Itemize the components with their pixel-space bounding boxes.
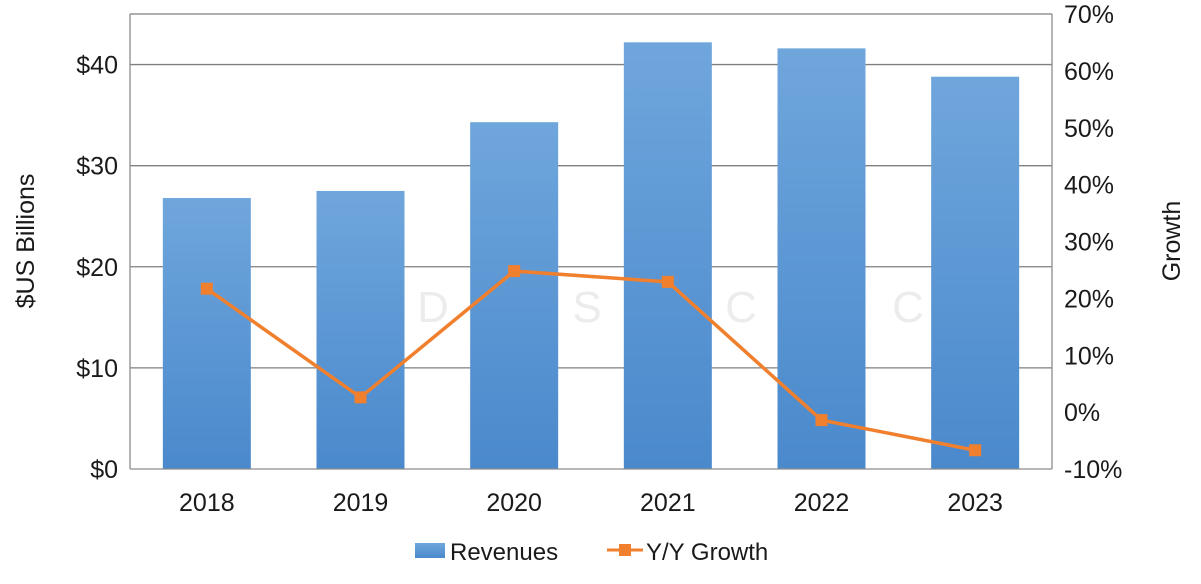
growth-point-2020 [508, 265, 521, 278]
x-tick-label: 2018 [179, 489, 235, 517]
growth-point-2019 [354, 391, 367, 404]
legend-growth-swatch-marker [619, 544, 631, 556]
bar-2019 [316, 190, 405, 469]
growth-point-2018 [200, 282, 213, 295]
axes: $0 $10 $20 $30 $40 -10% 0% 10% 20% 30% 40% 50% 60% 70… [76, 1, 1122, 517]
x-tick-label: 2022 [794, 489, 850, 517]
growth-line [200, 265, 982, 457]
growth-polyline [205, 269, 976, 452]
y-tick-label: $20 [76, 254, 118, 282]
legend-growth-label: Y/Y Growth [646, 539, 768, 566]
y2-tick-label: 10% [1064, 342, 1114, 370]
legend-revenues-label: Revenues [450, 539, 558, 566]
revenue-bars [162, 42, 1020, 470]
gridlines [130, 13, 1052, 369]
x-tick-label: 2023 [947, 489, 1003, 517]
growth-point-2022 [815, 414, 828, 427]
bar-2022 [777, 48, 866, 469]
y2-tick-label: 0% [1064, 399, 1100, 427]
bar-2021 [623, 42, 712, 470]
y2-axis-label: Growth [1158, 201, 1186, 282]
legend-revenues-swatch [415, 543, 445, 558]
y-axis-label: $US Billions [12, 174, 40, 309]
y2-tick-label: 50% [1064, 115, 1114, 143]
y-tick-label: $0 [90, 456, 118, 484]
y2-tick-label: -10% [1064, 456, 1122, 484]
y-tick-label: $10 [76, 355, 118, 383]
y2-tick-label: 70% [1064, 1, 1114, 29]
watermark-letter: C [892, 283, 924, 332]
growth-point-2023 [969, 444, 982, 457]
bar-2018 [162, 198, 251, 469]
watermark-letter: S [572, 283, 601, 332]
y2-tick-label: 30% [1064, 229, 1114, 257]
y-tick-label: $30 [76, 153, 118, 181]
y2-tick-label: 60% [1064, 58, 1114, 86]
watermark-letter: D [417, 283, 449, 332]
y2-tick-label: 20% [1064, 285, 1114, 313]
bar-2023 [931, 76, 1020, 469]
y-tick-label: $40 [76, 52, 118, 80]
legend: Revenues Y/Y Growth [415, 539, 768, 566]
growth-point-2021 [661, 275, 674, 288]
y2-tick-label: 40% [1064, 172, 1114, 200]
x-tick-label: 2019 [333, 489, 389, 517]
watermark-letter: C [725, 283, 757, 332]
x-tick-label: 2020 [486, 489, 542, 517]
x-tick-label: 2021 [640, 489, 696, 517]
